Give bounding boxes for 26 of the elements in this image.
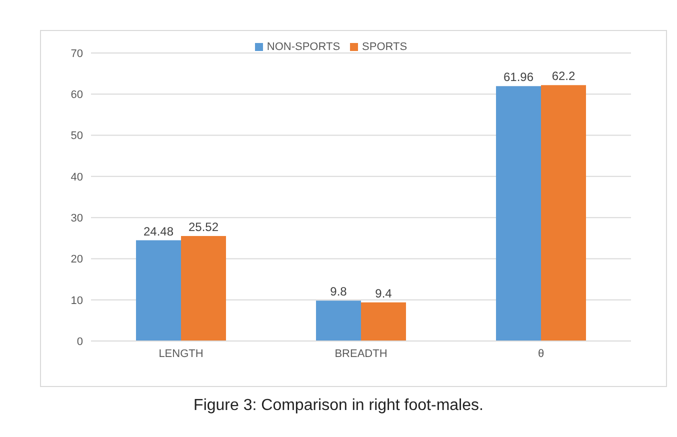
y-tick-label: 10 bbox=[70, 294, 83, 307]
bar bbox=[361, 302, 406, 341]
y-tick-label: 70 bbox=[70, 48, 83, 60]
y-tick-label: 40 bbox=[70, 171, 83, 184]
y-tick-label: 60 bbox=[70, 89, 83, 102]
data-label: 24.48 bbox=[143, 224, 174, 238]
data-label: 61.96 bbox=[503, 70, 534, 84]
legend-label: NON-SPORTS bbox=[266, 41, 340, 53]
y-tick-label: 0 bbox=[76, 336, 83, 348]
data-label: 62.2 bbox=[552, 69, 576, 84]
bar bbox=[181, 236, 226, 341]
y-tick-label: 30 bbox=[70, 212, 83, 224]
bar bbox=[541, 85, 586, 341]
y-tick-label: 20 bbox=[70, 254, 83, 266]
x-tick-label: LENGTH bbox=[158, 348, 204, 360]
x-tick-label: θ bbox=[538, 348, 544, 360]
y-tick-label: 50 bbox=[70, 130, 83, 142]
legend-label: SPORTS bbox=[362, 41, 408, 53]
bar bbox=[496, 86, 541, 341]
bar bbox=[136, 240, 181, 341]
data-label: 9.4 bbox=[375, 286, 392, 300]
data-label: 9.8 bbox=[330, 284, 348, 299]
caption: Figure 3: Comparison in right foot-males. bbox=[192, 397, 484, 415]
bar bbox=[316, 300, 361, 341]
data-label: 25.52 bbox=[188, 220, 219, 234]
x-tick-label: BREADTH bbox=[334, 348, 388, 360]
